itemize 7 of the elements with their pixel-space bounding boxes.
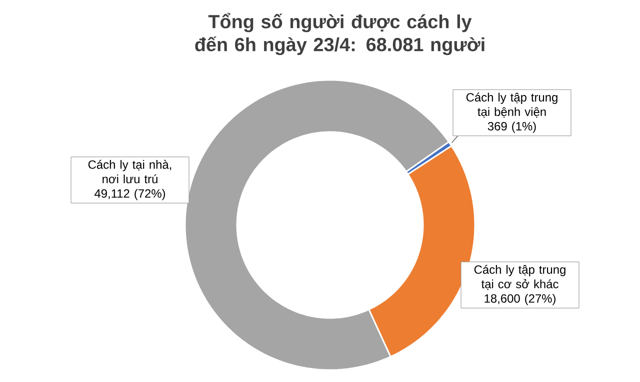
chart-title: Tổng số người được cách ly đến 6h ngày 23/4: 68.081 người xyxy=(195,12,484,56)
slice-label: Cách ly tập trung tại bệnh viện xyxy=(466,92,558,118)
data-label: 49,112 (72%) xyxy=(94,188,166,200)
slice-label: Cách ly tập trung tại cơ sở khác xyxy=(474,264,566,290)
data-label: 18,600 (27%) xyxy=(484,294,556,306)
slice-label: Cách ly tại nhà, nơi lưu trú xyxy=(88,160,172,184)
data-label: 369 (1%) xyxy=(488,122,536,133)
